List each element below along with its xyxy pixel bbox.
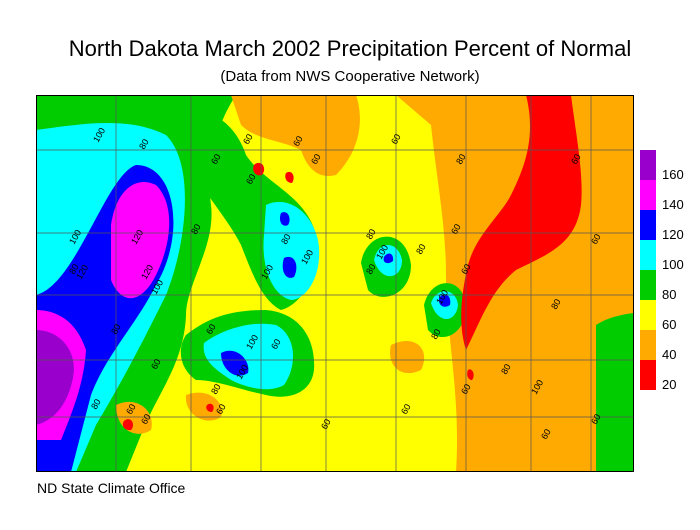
contour-label: 60 [124, 402, 138, 416]
legend-swatch-100 [640, 240, 656, 270]
zone-red-n2 [285, 171, 294, 183]
county-boundaries [36, 95, 634, 472]
contour-label: 60 [139, 412, 153, 426]
legend-label-80: 80 [662, 287, 676, 302]
zone-cyan-center [263, 201, 320, 300]
contour-label: 80 [364, 262, 378, 276]
contour-label: 80 [137, 137, 151, 151]
legend: 160 140 120 100 80 60 40 20 [640, 150, 684, 392]
contour-label: 60 [459, 262, 473, 276]
zone-orange-s2 [185, 392, 222, 421]
legend-label-140: 140 [662, 197, 684, 212]
contour-label: 80 [109, 322, 123, 336]
zone-blue-bull-a [383, 253, 394, 264]
contour-label: 60 [209, 152, 223, 166]
credit-label: ND State Climate Office [37, 480, 186, 496]
contour-label: 60 [269, 337, 283, 351]
map-subtitle: (Data from NWS Cooperative Network) [220, 68, 480, 85]
contour-label: 80 [364, 227, 378, 241]
contour-label: 80 [279, 232, 293, 246]
contour-label: 80 [549, 297, 563, 311]
legend-label-60: 60 [662, 317, 676, 332]
contour-label: 80 [429, 327, 443, 341]
legend-swatch-60 [640, 300, 656, 330]
contour-label: 60 [399, 402, 413, 416]
contour-label: 60 [204, 322, 218, 336]
contour-label: 60 [244, 172, 258, 186]
zone-blue-south [221, 350, 249, 376]
contour-label: 80 [189, 222, 203, 236]
contour-label: 80 [499, 362, 513, 376]
zone-green-east [596, 313, 634, 472]
zone-red-east [461, 95, 582, 350]
contour-label: 60 [389, 132, 403, 146]
contour-label: 60 [569, 152, 583, 166]
contour-label: 80 [89, 397, 103, 411]
zone-red-s2 [206, 403, 214, 412]
legend-swatch-40 [640, 330, 656, 360]
contour-label: 60 [291, 134, 305, 148]
contour-label: 60 [309, 152, 323, 166]
legend-label-20: 20 [662, 377, 676, 392]
zone-purple-sw [36, 330, 74, 425]
contour-label: 60 [589, 412, 603, 426]
legend-label-40: 40 [662, 347, 676, 362]
map-title: North Dakota March 2002 Precipitation Pe… [68, 36, 632, 61]
legend-label-100: 100 [662, 257, 684, 272]
map-frame [36, 95, 634, 472]
contour-label: 80 [414, 242, 428, 256]
legend-label-160: 160 [662, 167, 684, 182]
contour-label: 80 [209, 382, 223, 396]
zone-blue-bull-b [438, 294, 451, 307]
legend-label-120: 120 [662, 227, 684, 242]
contour-label: 60 [149, 357, 163, 371]
legend-swatch-160 [640, 150, 656, 180]
contour-label: 60 [449, 222, 463, 236]
legend-swatch-120 [640, 210, 656, 240]
zone-red-se [467, 369, 474, 380]
zone-red-n1 [253, 162, 265, 176]
zone-orange-north [231, 95, 360, 176]
contour-label: 80 [67, 262, 81, 276]
zone-red-s1 [122, 419, 134, 431]
zone-orange-se [490, 313, 584, 425]
contour-label: 60 [539, 427, 553, 441]
legend-swatch-140 [640, 180, 656, 210]
contour-label: 60 [459, 382, 473, 396]
contour-label: 60 [589, 232, 603, 246]
contour-label: 80 [454, 152, 468, 166]
contour-label: 60 [214, 402, 228, 416]
contour-label: 60 [319, 417, 333, 431]
zone-blue-center-a [279, 212, 290, 226]
legend-swatch-20 [640, 360, 656, 390]
zone-orange-center [390, 341, 425, 374]
contour-label: 60 [241, 132, 255, 146]
legend-swatch-80 [640, 270, 656, 300]
zone-blue-center-b [282, 256, 297, 278]
zone-magenta-west [111, 181, 170, 299]
zone-cyan-south [203, 323, 294, 390]
